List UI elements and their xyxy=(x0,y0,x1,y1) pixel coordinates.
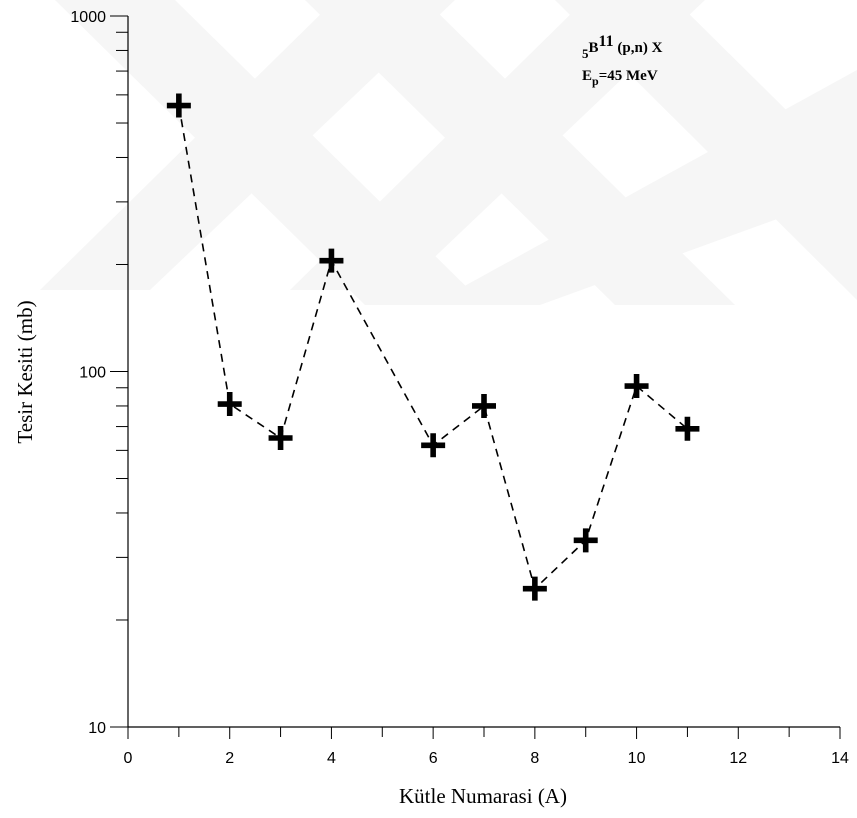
annotation-element: B xyxy=(589,40,599,56)
data-point-marker xyxy=(624,374,649,399)
data-point-marker xyxy=(268,426,293,451)
y-tick-label: 100 xyxy=(79,365,106,382)
x-tick-label: 10 xyxy=(628,750,646,767)
series-line xyxy=(178,105,688,591)
x-axis-ticks xyxy=(127,727,841,739)
x-axis-tick-labels: 0 2 4 6 8 10 12 14 xyxy=(124,750,849,767)
y-tick-label: 10 xyxy=(88,720,106,737)
x-tick-label: 4 xyxy=(327,750,336,767)
data-point-marker xyxy=(421,433,446,458)
annotation: 5B11 (p,n) X Ep=45 MeV xyxy=(582,33,663,88)
annotation-reaction: (p,n) X xyxy=(614,40,663,56)
annotation-energy-value: =45 MeV xyxy=(599,68,658,84)
x-tick-label: 14 xyxy=(831,750,849,767)
x-tick-label: 8 xyxy=(530,750,539,767)
svg-text:Ep=45 MeV: Ep=45 MeV xyxy=(582,68,658,88)
annotation-prefix: 5 xyxy=(582,46,589,61)
x-tick-label: 6 xyxy=(429,750,438,767)
data-point-marker xyxy=(166,93,191,118)
y-axis-ticks xyxy=(110,15,128,728)
y-axis-tick-labels: 10 100 1000 xyxy=(70,9,106,737)
x-axis-title: Kütle Numarasi (A) xyxy=(399,784,567,808)
svg-text:5B11 (p,n) X: 5B11 (p,n) X xyxy=(582,33,663,61)
data-point-marker xyxy=(675,416,700,441)
y-tick-label: 1000 xyxy=(70,9,106,26)
x-tick-label: 2 xyxy=(225,750,234,767)
annotation-superscript: 11 xyxy=(599,33,614,50)
x-tick-label: 0 xyxy=(124,750,133,767)
data-point-marker xyxy=(573,528,598,553)
data-point-marker xyxy=(319,248,344,273)
data-point-marker xyxy=(522,576,547,601)
y-axis-title: Tesir Kesiti (mb) xyxy=(13,300,37,443)
data-point-marker xyxy=(472,393,496,418)
x-tick-label: 12 xyxy=(729,750,747,767)
annotation-energy-symbol: E xyxy=(582,68,592,84)
data-point-marker xyxy=(217,392,242,417)
data-markers xyxy=(166,93,700,601)
watermark xyxy=(40,0,857,305)
annotation-energy-subscript: p xyxy=(592,74,599,88)
